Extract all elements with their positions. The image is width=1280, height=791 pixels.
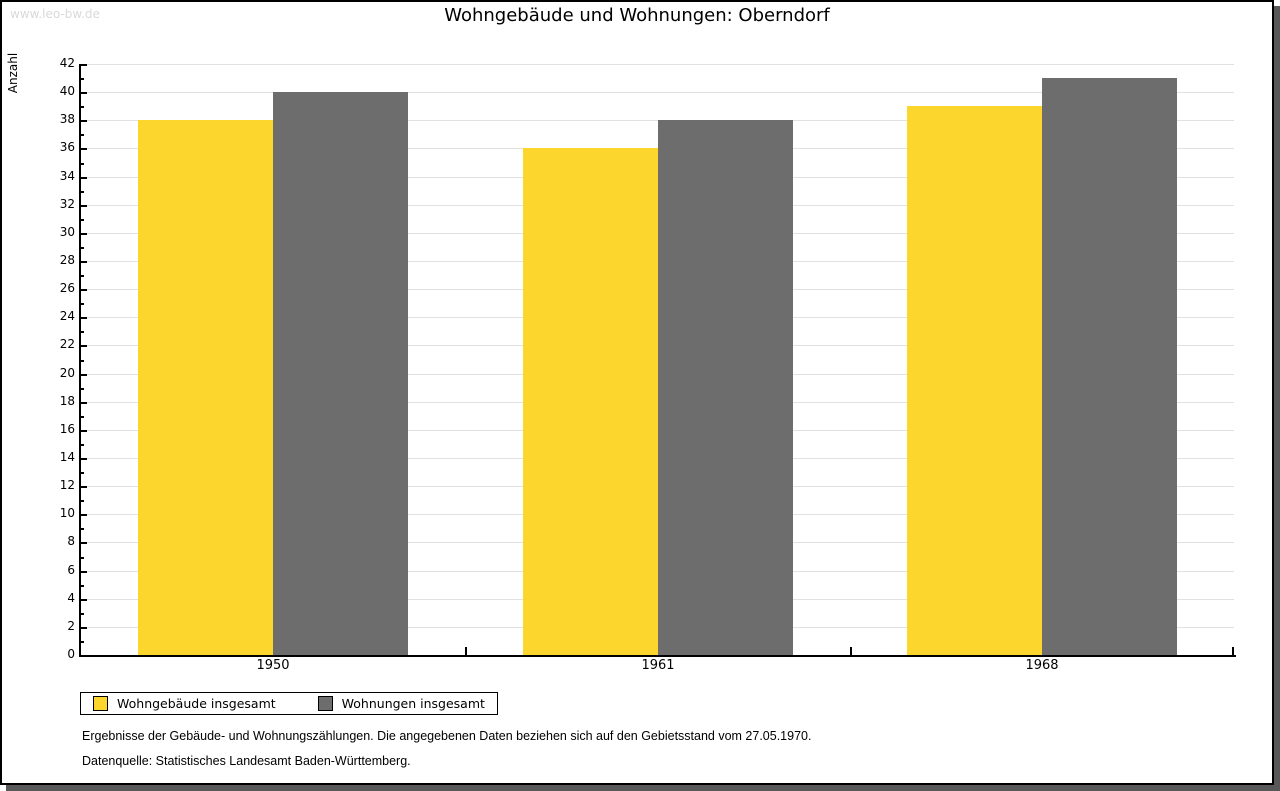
- y-minor-tick: [81, 472, 84, 474]
- bar-wohnungen-1961: [658, 120, 793, 655]
- y-minor-tick: [81, 360, 84, 362]
- legend-swatch-icon: [317, 696, 333, 711]
- y-major-tick: [81, 317, 87, 319]
- y-major-tick: [81, 599, 87, 601]
- y-tick-label: 4: [67, 591, 75, 605]
- y-tick-label: 22: [59, 337, 75, 351]
- y-major-tick: [81, 261, 87, 263]
- y-tick-label: 0: [67, 647, 75, 661]
- y-major-tick: [81, 458, 87, 460]
- y-minor-tick: [81, 528, 84, 530]
- gridline: [81, 64, 1234, 65]
- y-minor-tick: [81, 191, 84, 193]
- y-tick-label: 20: [59, 366, 75, 380]
- y-major-tick: [81, 486, 87, 488]
- y-tick-label: 42: [59, 56, 75, 70]
- bar-wohngebäude-1961: [523, 148, 658, 655]
- y-tick-label: 2: [67, 619, 75, 633]
- y-major-tick: [81, 233, 87, 235]
- legend: Wohngebäude insgesamt Wohnungen insgesamt: [80, 692, 498, 715]
- y-tick-label: 16: [59, 422, 75, 436]
- y-major-tick: [81, 514, 87, 516]
- y-minor-tick: [81, 585, 84, 587]
- footnote-line-2: Datenquelle: Statistisches Landesamt Bad…: [82, 754, 411, 768]
- y-major-tick: [81, 402, 87, 404]
- gridline: [81, 120, 1234, 121]
- y-major-tick: [81, 627, 87, 629]
- y-major-tick: [81, 289, 87, 291]
- bar-wohnungen-1950: [273, 92, 408, 655]
- legend-item: Wohngebäude insgesamt: [93, 696, 276, 711]
- y-tick-label: 10: [59, 506, 75, 520]
- y-minor-tick: [81, 247, 84, 249]
- y-minor-tick: [81, 219, 84, 221]
- y-minor-tick: [81, 163, 84, 165]
- y-tick-label: 38: [59, 112, 75, 126]
- legend-swatch-icon: [93, 696, 108, 711]
- y-axis-label: Anzahl: [6, 52, 20, 94]
- y-tick-label: 34: [59, 169, 75, 183]
- y-minor-tick: [81, 613, 84, 615]
- y-tick-label: 18: [59, 394, 75, 408]
- x-category-label: 1961: [641, 658, 675, 673]
- x-boundary-tick: [850, 647, 852, 655]
- y-minor-tick: [81, 557, 84, 559]
- y-tick-label: 14: [59, 450, 75, 464]
- y-major-tick: [81, 205, 87, 207]
- page-title: Wohngebäude und Wohnungen: Oberndorf: [444, 5, 830, 26]
- y-tick-label: 30: [59, 225, 75, 239]
- footnote-line-1: Ergebnisse der Gebäude- und Wohnungszähl…: [82, 729, 812, 743]
- y-minor-tick: [81, 416, 84, 418]
- y-major-tick: [81, 64, 87, 66]
- y-major-tick: [81, 92, 87, 94]
- y-major-tick: [81, 571, 87, 573]
- y-minor-tick: [81, 303, 84, 305]
- y-minor-tick: [81, 275, 84, 277]
- y-major-tick: [81, 374, 87, 376]
- y-tick-label: 12: [59, 478, 75, 492]
- y-major-tick: [81, 148, 87, 150]
- y-minor-tick: [81, 331, 84, 333]
- bar-wohnungen-1968: [1042, 78, 1177, 655]
- x-axis-line: [79, 655, 1236, 657]
- y-tick-label: 8: [67, 534, 75, 548]
- x-boundary-tick: [465, 647, 467, 655]
- y-major-tick: [81, 177, 87, 179]
- y-minor-tick: [81, 641, 84, 643]
- y-tick-label: 32: [59, 197, 75, 211]
- y-minor-tick: [81, 106, 84, 108]
- bar-wohngebäude-1950: [138, 120, 273, 655]
- y-minor-tick: [81, 500, 84, 502]
- watermark: www.leo-bw.de: [10, 7, 100, 21]
- legend-label: Wohnungen insgesamt: [341, 696, 485, 711]
- y-tick-label: 24: [59, 309, 75, 323]
- x-category-label: 1950: [256, 658, 290, 673]
- y-tick-label: 40: [59, 84, 75, 98]
- x-boundary-tick: [1232, 647, 1234, 655]
- y-tick-label: 6: [67, 563, 75, 577]
- plot-area: [81, 64, 1234, 655]
- y-major-tick: [81, 345, 87, 347]
- y-tick-label: 26: [59, 281, 75, 295]
- y-minor-tick: [81, 134, 84, 136]
- y-tick-label: 28: [59, 253, 75, 267]
- y-tick-label: 36: [59, 140, 75, 154]
- y-major-tick: [81, 430, 87, 432]
- gridline: [81, 92, 1234, 93]
- y-minor-tick: [81, 388, 84, 390]
- y-minor-tick: [81, 78, 84, 80]
- y-major-tick: [81, 120, 87, 122]
- x-category-label: 1968: [1025, 658, 1059, 673]
- legend-label: Wohngebäude insgesamt: [117, 696, 276, 711]
- y-minor-tick: [81, 444, 84, 446]
- bar-wohngebäude-1968: [907, 106, 1042, 655]
- legend-item: Wohnungen insgesamt: [317, 696, 485, 711]
- y-axis-line: [79, 64, 81, 657]
- y-major-tick: [81, 542, 87, 544]
